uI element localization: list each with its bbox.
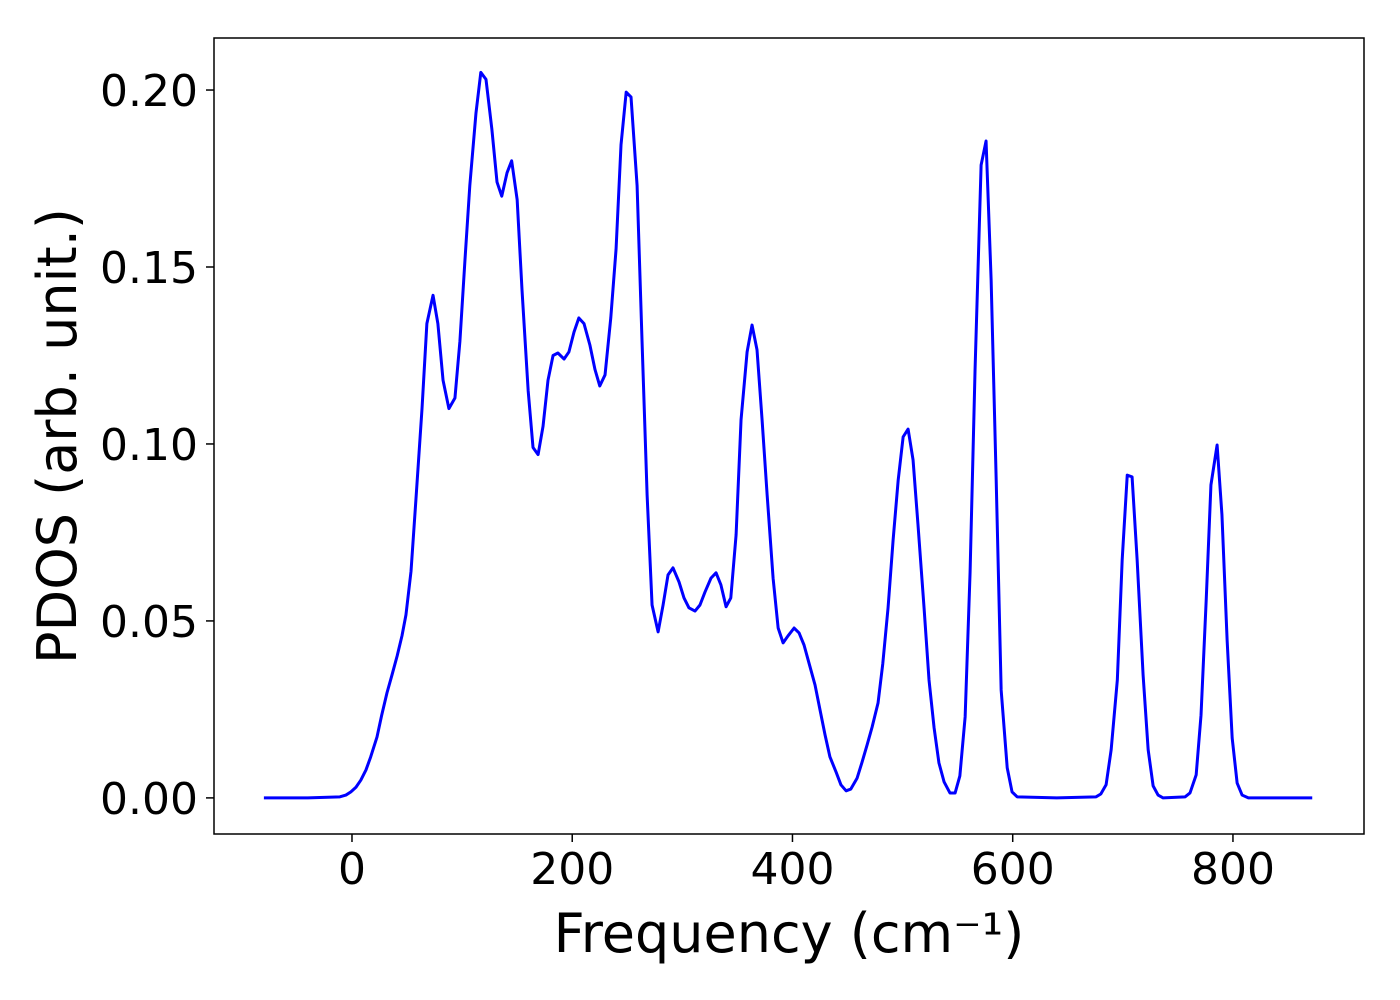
x-tick-label: 200: [530, 844, 614, 895]
x-axis-label: Frequency (cm⁻¹): [554, 902, 1025, 965]
x-tick-label: 600: [971, 844, 1055, 895]
y-tick-label: 0.15: [100, 243, 198, 294]
y-tick-label: 0.00: [100, 774, 198, 825]
x-tick-label: 800: [1191, 844, 1275, 895]
plot-frame: [213, 37, 1365, 835]
y-tick-label: 0.20: [100, 66, 198, 117]
y-axis-label: PDOS (arb. unit.): [26, 208, 89, 664]
pdos-line: [263, 70, 1313, 800]
y-tick-label: 0.10: [100, 420, 198, 471]
y-tick-label: 0.05: [100, 597, 198, 648]
x-tick-label: 400: [750, 844, 834, 895]
x-tick-label: 0: [338, 844, 366, 895]
